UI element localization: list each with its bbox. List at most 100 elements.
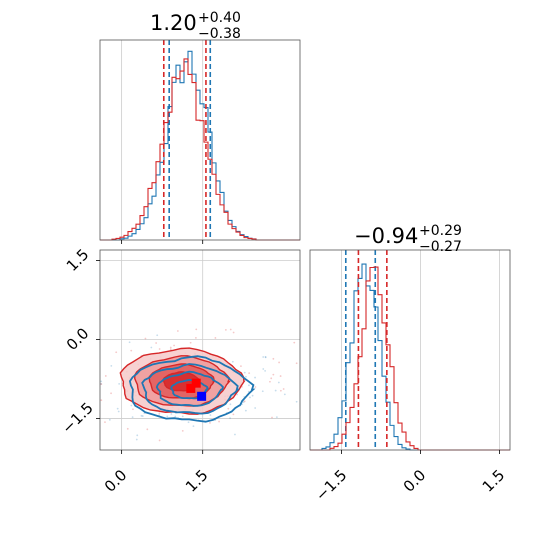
panel-frame: [309, 249, 511, 451]
x-tick-label: 1.5: [182, 466, 212, 496]
sample-point: [214, 337, 217, 339]
sample-point: [232, 413, 235, 416]
sample-point: [126, 427, 129, 430]
title-param2-lower: −0.27: [419, 239, 462, 255]
sample-point: [243, 400, 246, 403]
sample-point: [140, 414, 143, 417]
sample-point: [254, 407, 257, 409]
sample-point: [173, 344, 175, 347]
contour-line-blue: [141, 363, 240, 415]
sample-point: [118, 382, 121, 385]
sample-point: [264, 369, 267, 372]
sample-point: [240, 365, 242, 368]
sample-point: [229, 403, 232, 406]
marginal-histogram-param1: [99, 39, 301, 244]
sample-point: [234, 433, 236, 436]
hist-step-blue: [100, 50, 300, 241]
sample-point: [132, 408, 134, 411]
sample-point: [100, 380, 103, 383]
y-tick-label: 0.0: [63, 324, 93, 354]
sample-point: [229, 328, 232, 331]
sample-point: [264, 356, 267, 358]
sample-point: [262, 368, 265, 370]
x-tick-label: 0.0: [400, 466, 430, 496]
sample-point: [295, 362, 298, 365]
sample-point: [176, 330, 179, 332]
sample-point: [158, 439, 161, 442]
sample-point: [135, 438, 138, 441]
sample-point: [156, 334, 159, 337]
sample-point: [108, 418, 111, 421]
sample-point: [192, 425, 195, 428]
sample-point: [249, 396, 251, 399]
hist-step-red: [100, 58, 300, 241]
y-tick-label: −1.5: [58, 399, 96, 437]
sample-point: [279, 375, 282, 377]
sample-point: [104, 375, 107, 377]
y-tick-label: 1.5: [63, 245, 93, 275]
sample-point: [128, 341, 131, 344]
sample-point: [174, 415, 177, 418]
sample-point: [224, 329, 227, 331]
sample-point: [141, 415, 144, 417]
marginal-histogram-param2: −1.5 0.0 1.5: [309, 249, 511, 505]
sample-point: [110, 392, 112, 395]
sample-point: [130, 349, 133, 352]
sample-point: [293, 341, 296, 344]
sample-point: [243, 371, 246, 374]
sample-point: [275, 416, 278, 419]
sample-point: [166, 415, 169, 418]
sample-point: [110, 364, 113, 367]
sample-point: [236, 393, 238, 396]
title-param2-upper: +0.29: [419, 223, 462, 239]
sample-point: [195, 328, 198, 331]
title-param1-lower: −0.38: [198, 26, 241, 42]
sample-point: [100, 399, 103, 402]
sample-point: [189, 341, 192, 344]
panel-frame: [99, 39, 301, 241]
sample-point: [187, 421, 190, 424]
title-param2-value: −0.94: [354, 224, 418, 248]
title-param1-upper: +0.40: [198, 10, 241, 26]
sample-point: [209, 422, 211, 424]
sample-point: [117, 410, 120, 413]
sample-point: [295, 400, 298, 403]
sample-point: [136, 434, 139, 437]
sample-point: [272, 357, 275, 360]
contour-line-blue: [155, 370, 225, 407]
sample-point: [261, 390, 264, 393]
hist-step-blue: [310, 263, 510, 451]
sample-point: [272, 373, 275, 376]
sample-point: [262, 356, 265, 358]
x-tick-label: 1.5: [479, 466, 509, 496]
panel-frame: [99, 249, 301, 451]
sample-point: [144, 337, 147, 340]
sample-point: [104, 421, 106, 424]
sample-point: [158, 412, 161, 415]
sample-point: [169, 348, 172, 351]
sample-point: [181, 415, 184, 418]
sample-point: [271, 416, 273, 419]
sample-point: [232, 331, 235, 334]
sample-point: [278, 361, 280, 364]
sample-point: [245, 375, 247, 378]
sample-point: [248, 372, 251, 375]
sample-point: [181, 429, 184, 432]
marker-blue: [197, 391, 207, 401]
sample-point: [150, 346, 153, 349]
sample-point: [251, 394, 254, 397]
sample-point: [244, 409, 247, 412]
sample-point: [169, 346, 172, 349]
sample-point: [115, 351, 118, 354]
sample-point: [282, 388, 285, 390]
sample-point: [283, 393, 286, 396]
sample-point: [130, 404, 133, 407]
hist-step-red: [310, 266, 510, 451]
sample-point: [209, 414, 212, 416]
sample-point: [229, 417, 231, 420]
sample-point: [248, 384, 250, 387]
sample-point: [270, 377, 273, 380]
sample-point: [116, 407, 119, 410]
sample-point: [274, 389, 277, 392]
marker-red: [191, 378, 201, 388]
